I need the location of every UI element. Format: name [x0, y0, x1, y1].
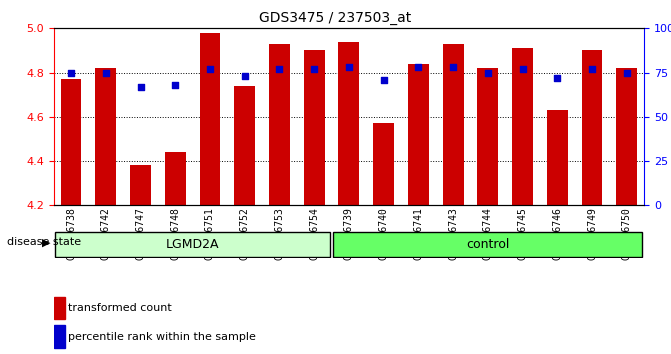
Point — [170, 82, 180, 88]
Point — [482, 70, 493, 75]
Text: transformed count: transformed count — [68, 303, 172, 313]
Point — [66, 70, 76, 75]
Point — [586, 66, 597, 72]
Point — [274, 66, 285, 72]
Bar — [95, 68, 116, 205]
Point — [101, 70, 111, 75]
Text: percentile rank within the sample: percentile rank within the sample — [68, 332, 256, 342]
Bar — [54, 325, 66, 348]
Text: control: control — [466, 238, 509, 251]
Bar — [408, 64, 429, 205]
Point — [135, 84, 146, 90]
Point — [344, 64, 354, 70]
Bar — [54, 297, 66, 319]
Point — [205, 66, 215, 72]
Bar — [582, 51, 603, 205]
Point — [413, 64, 424, 70]
Point — [309, 66, 319, 72]
Bar — [373, 124, 394, 205]
Bar — [130, 166, 151, 205]
Point — [552, 75, 563, 81]
Point — [517, 66, 528, 72]
Point — [448, 64, 458, 70]
Point — [378, 77, 389, 82]
Bar — [304, 51, 325, 205]
FancyBboxPatch shape — [56, 232, 330, 257]
Bar — [443, 44, 464, 205]
Bar — [165, 152, 186, 205]
Bar — [199, 33, 220, 205]
Text: LGMD2A: LGMD2A — [166, 238, 219, 251]
Text: ▶: ▶ — [42, 238, 50, 247]
Bar — [512, 48, 533, 205]
Bar — [60, 79, 81, 205]
Text: disease state: disease state — [7, 238, 81, 247]
Text: GDS3475 / 237503_at: GDS3475 / 237503_at — [260, 11, 411, 25]
Point — [621, 70, 632, 75]
FancyBboxPatch shape — [333, 232, 642, 257]
Bar — [234, 86, 255, 205]
Bar — [617, 68, 637, 205]
Point — [240, 73, 250, 79]
Bar — [338, 42, 360, 205]
Bar — [478, 68, 499, 205]
Bar — [269, 44, 290, 205]
Bar — [547, 110, 568, 205]
